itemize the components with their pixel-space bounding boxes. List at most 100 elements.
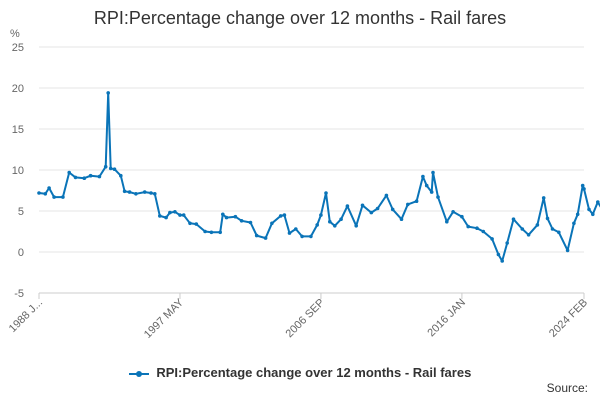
data-point[interactable] (188, 221, 192, 226)
data-point[interactable] (565, 248, 570, 253)
data-point[interactable] (466, 224, 471, 229)
data-point[interactable] (390, 207, 395, 212)
data-point[interactable] (61, 195, 65, 199)
data-point[interactable] (142, 190, 147, 194)
data-point[interactable] (360, 203, 365, 208)
data-point[interactable] (481, 229, 486, 234)
data-point[interactable] (134, 192, 138, 196)
data-point[interactable] (431, 170, 435, 175)
data-point[interactable] (287, 231, 292, 235)
data-point[interactable] (73, 175, 78, 180)
data-point[interactable] (88, 173, 93, 178)
data-point[interactable] (354, 224, 359, 228)
data-point[interactable] (300, 234, 304, 239)
x-tick-label: 2016 JAN (425, 297, 468, 340)
data-point[interactable] (103, 164, 108, 169)
legend[interactable]: RPI:Percentage change over 12 months - R… (0, 365, 600, 380)
data-point[interactable] (421, 174, 425, 179)
data-point[interactable] (67, 170, 71, 175)
data-point[interactable] (218, 230, 222, 235)
data-point[interactable] (545, 216, 550, 221)
data-point[interactable] (47, 186, 51, 190)
y-tick-label: 5 (18, 206, 24, 218)
data-point[interactable] (37, 191, 41, 195)
data-point[interactable] (315, 223, 320, 227)
data-point[interactable] (263, 236, 268, 240)
data-point[interactable] (575, 212, 580, 217)
data-point[interactable] (339, 217, 343, 221)
x-tick-label: 1988 J... (7, 297, 45, 335)
data-point[interactable] (451, 210, 455, 214)
data-point[interactable] (328, 219, 332, 224)
data-point[interactable] (399, 217, 404, 221)
x-tick-label: 2024 FEB (547, 297, 590, 340)
data-point[interactable] (106, 91, 110, 95)
data-point[interactable] (112, 167, 117, 171)
data-point[interactable] (436, 195, 440, 199)
data-point[interactable] (224, 215, 229, 220)
data-point[interactable] (375, 206, 380, 211)
data-point[interactable] (500, 259, 505, 263)
data-point[interactable] (194, 222, 199, 226)
data-point[interactable] (333, 224, 337, 228)
x-axis: 1988 J... 1997 MAY 2006 SEP 2016 JAN 2024 FE… (7, 292, 590, 341)
data-point[interactable] (526, 233, 531, 237)
data-point[interactable] (127, 190, 132, 194)
data-point[interactable] (406, 202, 410, 207)
data-point[interactable] (181, 213, 186, 217)
data-point[interactable] (511, 217, 516, 221)
data-point[interactable] (164, 215, 168, 220)
data-point[interactable] (572, 221, 576, 226)
data-point[interactable] (424, 183, 429, 188)
data-point[interactable] (149, 191, 153, 195)
data-point[interactable] (43, 192, 48, 196)
data-point[interactable] (168, 210, 172, 215)
data-point[interactable] (557, 230, 561, 235)
data-point[interactable] (309, 234, 313, 239)
data-point[interactable] (270, 221, 274, 226)
data-point[interactable] (122, 189, 127, 194)
data-point[interactable] (550, 227, 555, 231)
data-point[interactable] (82, 176, 87, 180)
data-point[interactable] (178, 213, 182, 217)
data-point[interactable] (414, 199, 419, 203)
data-point[interactable] (475, 226, 479, 230)
data-point[interactable] (254, 233, 259, 238)
data-point[interactable] (345, 204, 350, 208)
data-point[interactable] (460, 214, 464, 219)
data-point[interactable] (429, 190, 434, 194)
data-point[interactable] (591, 212, 595, 217)
data-point[interactable] (535, 223, 540, 227)
data-point[interactable] (209, 230, 214, 235)
data-point[interactable] (496, 252, 501, 257)
data-point[interactable] (173, 210, 177, 214)
data-point[interactable] (587, 207, 591, 212)
data-point[interactable] (203, 229, 207, 234)
data-point[interactable] (369, 210, 374, 215)
data-point[interactable] (119, 173, 123, 178)
data-point[interactable] (221, 212, 225, 217)
data-point[interactable] (278, 214, 283, 218)
data-point[interactable] (97, 174, 102, 179)
data-point[interactable] (445, 219, 449, 224)
data-point[interactable] (505, 241, 510, 245)
data-point[interactable] (153, 192, 157, 196)
data-point[interactable] (294, 227, 298, 231)
data-point[interactable] (580, 183, 585, 188)
data-point[interactable] (490, 237, 494, 241)
data-point[interactable] (520, 227, 525, 231)
data-point[interactable] (248, 220, 253, 225)
data-point[interactable] (239, 219, 244, 223)
source-label: Source: (546, 381, 588, 395)
data-point[interactable] (384, 193, 389, 198)
data-point[interactable] (282, 213, 287, 217)
data-point[interactable] (541, 196, 546, 200)
data-point[interactable] (52, 195, 56, 199)
data-point[interactable] (319, 213, 323, 217)
data-point[interactable] (108, 166, 113, 171)
data-point[interactable] (582, 187, 586, 191)
data-point[interactable] (233, 214, 238, 219)
data-point[interactable] (596, 200, 600, 204)
data-point[interactable] (158, 214, 162, 218)
data-point[interactable] (324, 191, 328, 195)
